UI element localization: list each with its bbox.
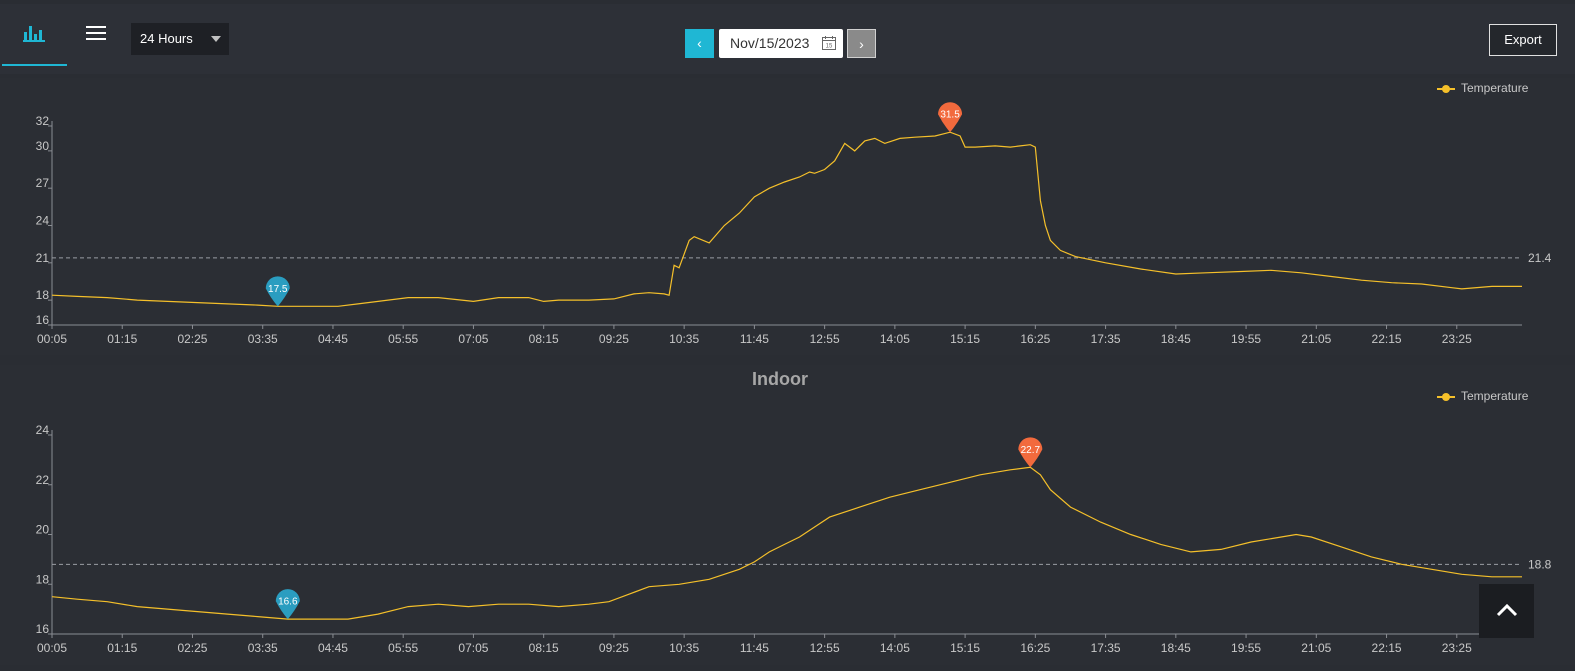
x-tick-label: 01:15 bbox=[107, 332, 137, 346]
x-tick-label: 12:55 bbox=[810, 641, 840, 655]
legend[interactable]: Temperature bbox=[1437, 81, 1528, 95]
calendar-icon[interactable]: 15 bbox=[822, 36, 836, 50]
legend-label: Temperature bbox=[1461, 389, 1529, 403]
indoor-chart-panel: Indoor Temperature 16 18 20 22 24 00:05 01:15 0… bbox=[0, 365, 1575, 665]
legend-label: Temperature bbox=[1461, 81, 1529, 95]
x-tick-label: 17:35 bbox=[1091, 332, 1121, 346]
max-marker: 31.5 bbox=[938, 102, 963, 133]
y-tick-label: 32 bbox=[36, 114, 50, 128]
caret-down-icon bbox=[211, 36, 221, 42]
x-tick-label: 12:55 bbox=[810, 332, 840, 346]
max-marker: 22.7 bbox=[1018, 437, 1043, 468]
min-marker-label: 16.6 bbox=[278, 597, 298, 608]
min-marker-pin bbox=[265, 276, 290, 307]
x-tick-label: 04:45 bbox=[318, 641, 348, 655]
x-tick-label: 04:45 bbox=[318, 332, 348, 346]
legend-swatch bbox=[1437, 392, 1455, 401]
outdoor-chart: 16 18 21 24 27 30 32 00:05 01:15 02:25 03:35 04:45 0… bbox=[36, 102, 1552, 346]
x-tick-label: 08:15 bbox=[529, 332, 559, 346]
calendar-day: 15 bbox=[826, 44, 833, 50]
x-tick-label: 09:25 bbox=[599, 332, 629, 346]
temperature-line bbox=[51, 131, 1522, 307]
time-range-value: 24 Hours bbox=[140, 31, 193, 46]
toolbar: 24 Hours ‹ Nov/15/2023 15 › Export bbox=[0, 4, 1575, 74]
x-tick-label: 07:05 bbox=[458, 332, 488, 346]
x-tick-label: 23:25 bbox=[1442, 641, 1472, 655]
x-tick-label: 07:05 bbox=[458, 641, 488, 655]
x-tick-label: 10:35 bbox=[669, 641, 699, 655]
average-label: 18.8 bbox=[1528, 557, 1552, 571]
x-tick-label: 02:25 bbox=[177, 332, 207, 346]
x-tick-label: 02:25 bbox=[177, 641, 207, 655]
y-tick-label: 24 bbox=[36, 423, 50, 437]
x-tick-label: 00:05 bbox=[37, 641, 67, 655]
x-tick-label: 21:05 bbox=[1301, 641, 1331, 655]
x-tick-label: 19:55 bbox=[1231, 332, 1261, 346]
x-tick-label: 16:25 bbox=[1020, 641, 1050, 655]
x-tick-label: 14:05 bbox=[880, 332, 910, 346]
time-range-select[interactable]: 24 Hours bbox=[131, 23, 229, 55]
max-marker-pin bbox=[1018, 437, 1043, 468]
y-tick-label: 18 bbox=[36, 572, 50, 586]
min-marker: 16.6 bbox=[275, 589, 300, 620]
y-tick-label: 27 bbox=[36, 176, 50, 190]
chevron-up-icon bbox=[1496, 603, 1518, 617]
x-tick-label: 09:25 bbox=[599, 641, 629, 655]
chart-view-tab[interactable] bbox=[2, 4, 67, 66]
x-tick-label: 15:15 bbox=[950, 641, 980, 655]
y-tick-label: 21 bbox=[36, 251, 50, 265]
temperature-line bbox=[51, 466, 1522, 620]
x-tick-label: 10:35 bbox=[669, 332, 699, 346]
max-marker-label: 22.7 bbox=[1021, 445, 1041, 456]
y-tick-label: 16 bbox=[36, 313, 50, 327]
x-tick-label: 15:15 bbox=[950, 332, 980, 346]
x-tick-label: 03:35 bbox=[248, 332, 278, 346]
x-tick-label: 03:35 bbox=[248, 641, 278, 655]
average-label: 21.4 bbox=[1528, 251, 1552, 265]
min-marker-pin bbox=[275, 589, 300, 620]
x-tick-label: 21:05 bbox=[1301, 332, 1331, 346]
date-field[interactable]: Nov/15/2023 15 bbox=[719, 29, 843, 58]
y-tick-label: 24 bbox=[36, 214, 50, 228]
max-marker-label: 31.5 bbox=[940, 110, 960, 121]
x-tick-label: 17:35 bbox=[1091, 641, 1121, 655]
chart-title: Indoor bbox=[752, 369, 808, 389]
outdoor-chart-panel: Temperature 16 18 21 24 27 30 32 00:05 01:15 02:2… bbox=[0, 78, 1575, 355]
x-tick-label: 11:45 bbox=[740, 332, 769, 346]
y-tick-label: 30 bbox=[36, 139, 50, 153]
x-tick-label: 05:55 bbox=[388, 332, 418, 346]
x-tick-label: 05:55 bbox=[388, 641, 418, 655]
y-tick-label: 22 bbox=[36, 473, 50, 487]
legend[interactable]: Temperature bbox=[1437, 389, 1528, 403]
indoor-chart: 16 18 20 22 24 00:05 01:15 02:25 03:35 04:45 05:55… bbox=[36, 423, 1552, 655]
y-tick-label: 16 bbox=[36, 622, 50, 636]
export-button[interactable]: Export bbox=[1489, 24, 1557, 56]
y-tick-label: 18 bbox=[36, 288, 50, 302]
x-tick-label: 00:05 bbox=[37, 332, 67, 346]
next-day-button[interactable]: › bbox=[847, 29, 876, 58]
previous-day-button[interactable]: ‹ bbox=[685, 29, 714, 58]
date-value: Nov/15/2023 bbox=[730, 35, 810, 51]
x-tick-label: 18:45 bbox=[1161, 332, 1191, 346]
hamburger-icon[interactable] bbox=[86, 26, 106, 42]
x-tick-label: 14:05 bbox=[880, 641, 910, 655]
x-tick-label: 19:55 bbox=[1231, 641, 1261, 655]
x-tick-label: 22:15 bbox=[1372, 641, 1402, 655]
x-tick-label: 22:15 bbox=[1372, 332, 1402, 346]
legend-swatch bbox=[1437, 84, 1455, 93]
scroll-to-top-button[interactable] bbox=[1479, 584, 1534, 638]
x-tick-label: 18:45 bbox=[1161, 641, 1191, 655]
x-tick-label: 11:45 bbox=[740, 641, 769, 655]
max-marker-pin bbox=[938, 102, 963, 133]
x-tick-label: 16:25 bbox=[1020, 332, 1050, 346]
y-tick-label: 20 bbox=[36, 523, 50, 537]
min-marker: 17.5 bbox=[265, 276, 290, 307]
min-marker-label: 17.5 bbox=[268, 284, 288, 295]
bar-chart-icon bbox=[23, 26, 45, 42]
x-tick-label: 08:15 bbox=[529, 641, 559, 655]
x-tick-label: 01:15 bbox=[107, 641, 137, 655]
x-tick-label: 23:25 bbox=[1442, 332, 1472, 346]
